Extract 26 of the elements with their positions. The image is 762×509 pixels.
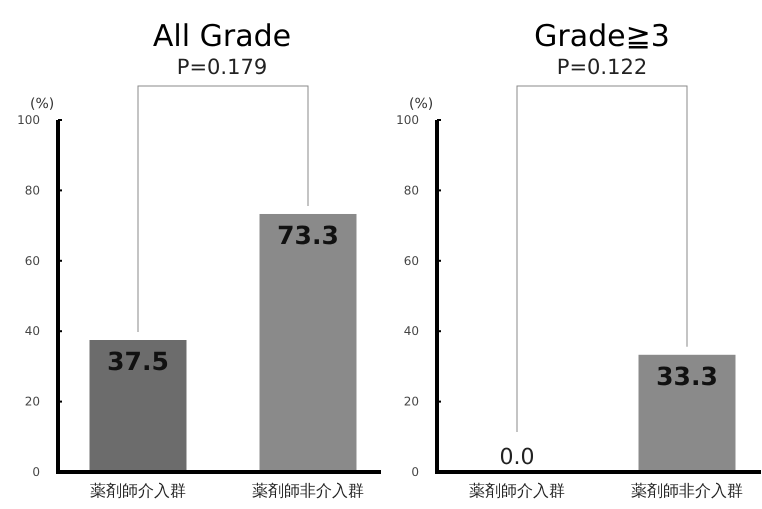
data-label: 37.5 (107, 347, 169, 376)
y-tick-label: 100 (17, 113, 40, 127)
y-tick-label: 40 (404, 324, 419, 338)
chart-title: All Grade (152, 19, 292, 54)
y-tick-label: 60 (404, 254, 419, 268)
y-tick-label: 80 (404, 183, 419, 198)
y-tick-label: 20 (24, 394, 40, 409)
text: P=0.179 (176, 55, 268, 79)
x-tick-label: 薬剤師非介入群 (252, 481, 364, 500)
x-tick-label: 薬剤師非介入群 (631, 481, 743, 500)
data-label: 33.3 (656, 362, 718, 391)
y-tick-label: 60 (24, 254, 40, 268)
y-tick-label: 40 (24, 324, 40, 338)
y-axis-title: (%) (409, 96, 434, 112)
data-label: 73.3 (277, 220, 339, 250)
data-label: 0.0 (500, 445, 534, 470)
y-tick-label: 0 (32, 465, 40, 479)
x-tick-label: 薬剤師介入群 (469, 481, 565, 500)
text: P=0.122 (556, 55, 648, 79)
y-tick-label: 0 (411, 465, 419, 479)
x-tick-label: 薬剤師介入群 (90, 481, 186, 500)
y-tick-label: 80 (24, 183, 40, 198)
y-axis-title: (%) (30, 96, 54, 112)
y-tick-label: 20 (404, 394, 419, 409)
chart-title: Grade≧3 (534, 19, 670, 54)
y-tick-label: 100 (396, 113, 419, 127)
